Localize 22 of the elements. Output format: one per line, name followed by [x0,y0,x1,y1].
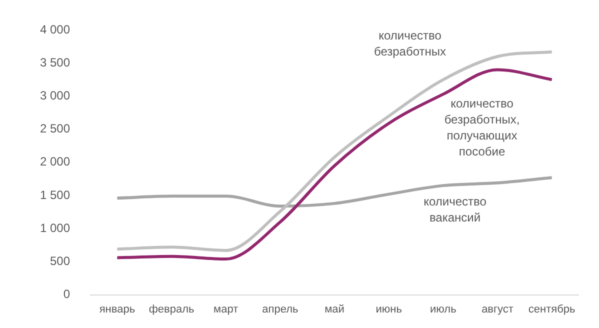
x-tick-label: март [214,303,238,316]
y-tick-label: 500 [50,254,70,268]
y-tick-label: 3 000 [40,88,70,103]
y-tick-label: 1 500 [40,188,70,202]
line-series [116,176,554,208]
x-tick-label: апрель [262,303,298,316]
y-tick-label: 3 500 [40,55,70,70]
x-tick-label: июль [430,303,457,316]
y-tick-label: 4 000 [40,22,70,36]
y-tick-label: 1 000 [40,220,70,235]
y-tick-label: 0 [63,287,70,302]
series-label: количество безработных, получающих пособие [444,96,520,158]
y-tick-label: 2 500 [40,122,70,136]
series-label: количество вакансий [424,194,487,224]
y-tick-label: 2 000 [40,154,70,169]
x-tick-label: май [324,303,344,316]
x-tick-label: февраль [148,303,194,316]
x-tick-label: июнь [376,303,402,316]
x-tick-label: август [482,303,514,316]
x-tick-label: сентябрь [528,303,576,316]
series-label: количество безработных [374,28,446,58]
x-tick-label: январь [99,303,136,316]
